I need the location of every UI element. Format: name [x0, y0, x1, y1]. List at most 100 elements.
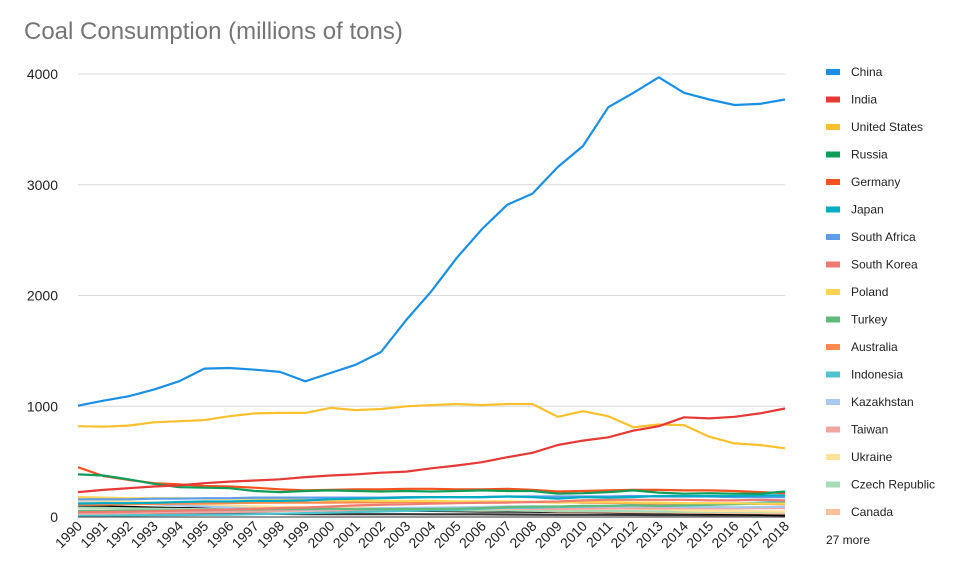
legend-item-india[interactable]: India: [826, 93, 877, 107]
chart-title: Coal Consumption (millions of tons): [24, 18, 403, 45]
x-tick-label: 2004: [405, 518, 438, 551]
y-tick-label: 0: [50, 509, 58, 525]
series-line-united-states: [77, 402, 786, 450]
series-line-russia: [77, 473, 786, 495]
legend-swatch: [826, 96, 840, 103]
legend-label: Turkey: [851, 313, 887, 327]
x-tick-label: 2001: [330, 518, 363, 551]
x-tick-label: 2015: [683, 518, 716, 551]
legend-label: South Korea: [851, 258, 918, 272]
legend-item-indonesia[interactable]: Indonesia: [826, 368, 903, 382]
legend[interactable]: China India United States Russia Germany Japa…: [826, 65, 935, 547]
legend-label: China: [851, 65, 883, 79]
legend-item-russia[interactable]: Russia: [826, 148, 888, 162]
x-tick-label: 1998: [254, 518, 287, 551]
legend-label: United States: [851, 120, 923, 134]
legend-item-poland[interactable]: Poland: [826, 285, 888, 299]
x-tick-label: 2014: [658, 518, 691, 551]
y-tick-label: 1000: [27, 398, 58, 414]
legend-label: Kazakhstan: [851, 395, 914, 409]
legend-swatch: [826, 179, 840, 185]
x-tick-label: 2000: [304, 518, 337, 551]
y-tick-label: 2000: [27, 288, 58, 304]
legend-more-link[interactable]: 27 more: [826, 533, 870, 547]
x-tick-label: 2002: [355, 518, 388, 551]
series-line-japan: [77, 494, 785, 505]
legend-swatch: [826, 509, 840, 515]
x-tick-label: 2005: [431, 518, 464, 551]
legend-swatch: [826, 399, 840, 405]
x-tick-label: 2017: [734, 518, 767, 551]
legend-item-china[interactable]: China: [826, 65, 883, 79]
legend-swatch: [826, 426, 840, 433]
x-tick-label: 2010: [557, 518, 590, 551]
x-tick-label: 2012: [607, 518, 640, 551]
legend-swatch: [826, 206, 840, 213]
legend-item-ukraine[interactable]: Ukraine: [826, 450, 893, 464]
legend-label: Germany: [851, 175, 900, 189]
x-tick-label: 1999: [279, 518, 312, 551]
legend-swatch: [826, 371, 840, 378]
legend-swatch: [826, 261, 840, 268]
legend-swatch: [826, 69, 840, 75]
legend-label: Taiwan: [851, 423, 888, 437]
x-tick-label: 2008: [506, 518, 539, 551]
x-tick-label: 2013: [633, 518, 666, 551]
y-axis-ticks: 0 1000 2000 3000 4000: [27, 66, 58, 525]
legend-swatch: [826, 454, 840, 460]
legend-label: Czech Republic: [851, 478, 935, 492]
x-tick-label: 1995: [178, 518, 211, 551]
x-axis-ticks: 1990199119921993199419951996199719981999…: [52, 518, 792, 551]
x-tick-label: 1997: [229, 518, 262, 551]
gridlines: [78, 73, 785, 407]
series-line-india: [77, 407, 786, 494]
x-tick-label: 2011: [583, 518, 616, 551]
legend-label: South Africa: [851, 230, 916, 244]
legend-item-united-states[interactable]: United States: [826, 120, 923, 134]
x-tick-label: 2016: [708, 518, 741, 551]
x-tick-label: 1992: [102, 518, 135, 551]
series-line-germany: [77, 466, 786, 495]
legend-swatch: [826, 344, 840, 350]
legend-label: Indonesia: [851, 368, 903, 382]
legend-label: Canada: [851, 505, 893, 519]
x-tick-label: 2007: [481, 518, 514, 551]
legend-item-australia[interactable]: Australia: [826, 340, 898, 354]
legend-item-taiwan[interactable]: Taiwan: [826, 423, 888, 437]
legend-label: Russia: [851, 148, 888, 162]
legend-item-japan[interactable]: Japan: [826, 203, 884, 217]
legend-label: Poland: [851, 285, 888, 299]
series-line-unlabeled-18: [77, 511, 785, 517]
x-tick-label: 2003: [380, 518, 413, 551]
legend-swatch: [826, 316, 840, 323]
legend-item-south-korea[interactable]: South Korea: [826, 258, 918, 272]
legend-item-turkey[interactable]: Turkey: [826, 313, 887, 327]
x-tick-label: 1994: [153, 518, 186, 551]
legend-item-kazakhstan[interactable]: Kazakhstan: [826, 395, 914, 409]
x-tick-label: 2009: [532, 518, 565, 551]
legend-item-czech-republic[interactable]: Czech Republic: [826, 478, 935, 492]
x-tick-label: 2018: [759, 518, 792, 551]
x-tick-label: 1996: [203, 518, 236, 551]
legend-label: Japan: [851, 203, 884, 217]
y-tick-label: 3000: [27, 177, 58, 193]
legend-item-germany[interactable]: Germany: [826, 175, 900, 189]
legend-label: Australia: [851, 340, 898, 354]
legend-swatch: [826, 289, 840, 295]
legend-swatch: [826, 151, 840, 158]
legend-label: Ukraine: [851, 450, 893, 464]
series-lines: [77, 76, 786, 517]
legend-swatch: [826, 124, 840, 130]
y-tick-label: 4000: [27, 66, 58, 82]
x-tick-label: 2006: [456, 518, 489, 551]
legend-item-south-africa[interactable]: South Africa: [826, 230, 916, 244]
legend-item-canada[interactable]: Canada: [826, 505, 893, 519]
x-tick-label: 1991: [77, 518, 110, 551]
series-line-china: [77, 76, 786, 407]
x-tick-label: 1993: [128, 518, 161, 551]
legend-label: India: [851, 93, 877, 107]
legend-swatch: [826, 234, 840, 240]
series-line-south-korea: [77, 498, 786, 514]
